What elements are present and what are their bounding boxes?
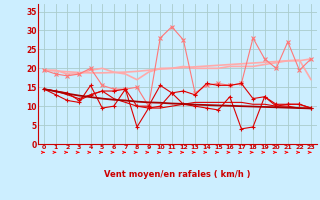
X-axis label: Vent moyen/en rafales ( km/h ): Vent moyen/en rafales ( km/h ) [104,170,251,179]
